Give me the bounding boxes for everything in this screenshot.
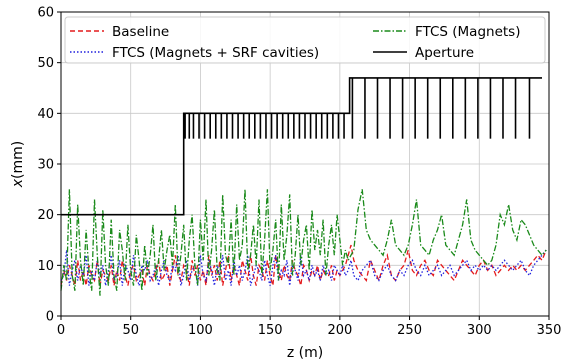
x-tick-label: 300: [467, 323, 492, 338]
series-line-aperture: [61, 77, 542, 216]
x-tick-label: 0: [57, 323, 65, 338]
x-tick-label: 250: [397, 323, 422, 338]
series-layer: [60, 77, 547, 296]
legend-label: FTCS (Magnets + SRF cavities): [112, 45, 319, 61]
y-tick-label: 60: [37, 6, 54, 21]
y-tick-label: 20: [37, 208, 54, 223]
series-line-baseline: [60, 244, 547, 286]
y-tick-label: 0: [46, 310, 54, 325]
y-axis-label: x(mm): [10, 141, 26, 189]
x-tick-label: 200: [327, 323, 352, 338]
y-tick-label: 30: [37, 158, 54, 173]
y-axis-label-symbol: x: [10, 178, 26, 188]
legend-label: Aperture: [415, 45, 474, 61]
y-tick-label: 40: [37, 107, 54, 122]
legend: Baseline FTCS (Magnets + SRF cavities) FTC…: [64, 16, 546, 64]
x-axis-label: z (m): [287, 345, 323, 361]
ticks: 0 50 100 150 200 250 300 350 0 10 20 30 40 50 60: [37, 6, 561, 339]
x-tick-label: 50: [122, 323, 139, 338]
x-tick-label: 100: [188, 323, 213, 338]
legend-label: Baseline: [112, 24, 169, 40]
x-tick-label: 150: [258, 323, 283, 338]
legend-box: [64, 16, 546, 64]
series-line-ftcs-magnets: [60, 189, 547, 296]
y-tick-label: 50: [37, 56, 54, 71]
x-tick-label: 350: [537, 323, 562, 338]
legend-label: FTCS (Magnets): [415, 24, 520, 40]
y-axis-label-unit: (mm): [10, 141, 26, 179]
y-tick-label: 10: [37, 259, 54, 274]
